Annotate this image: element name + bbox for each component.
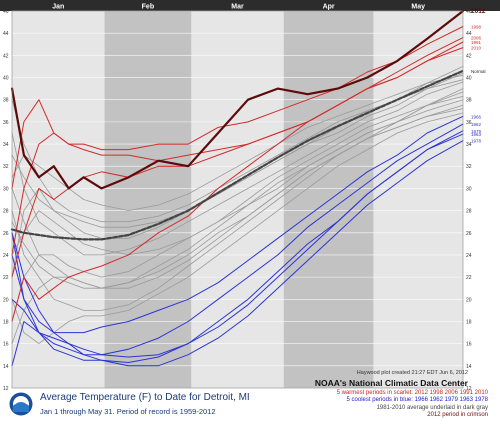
month-label-may: May [411,4,425,11]
y-tick-right-12: 12 [466,386,472,392]
y-tick-left-16: 16 [3,342,9,348]
y-tick-left-22: 22 [3,275,9,281]
end-label-2010: 2010 [471,46,482,51]
end-label-1998: 1998 [471,25,482,30]
month-header-bar [0,0,500,11]
y-tick-right-40: 40 [466,76,472,82]
end-label-1978: 1978 [471,139,482,144]
y-tick-left-46: 46 [3,9,9,15]
series-1978 [11,140,464,367]
y-tick-left-34: 34 [3,142,9,148]
series-normal [10,69,465,241]
y-tick-left-36: 36 [3,120,9,126]
series-other-22 [11,99,464,289]
y-tick-right-16: 16 [466,342,472,348]
legend-warm: 5 warmest periods in scarlet: 2012 1998 … [336,390,488,396]
y-tick-right-20: 20 [466,297,472,303]
end-label-1966: 1966 [471,114,482,119]
month-label-mar: Mar [231,4,244,11]
y-tick-left-26: 26 [3,231,9,237]
end-label-2006: 2006 [471,36,482,41]
end-label-1963: 1963 [471,132,482,137]
y-tick-left-12: 12 [3,386,9,392]
end-label-1991: 1991 [471,40,482,45]
y-tick-right-44: 44 [466,31,472,37]
y-tick-left-24: 24 [3,253,9,259]
legend-cool: 5 coolest periods in blue: 1966 1962 197… [346,397,488,404]
series-1963 [11,133,464,363]
chart-title: Average Temperature (F) to Date for Detr… [40,392,250,403]
y-tick-right-46: 46 [466,9,472,15]
y-tick-left-32: 32 [3,164,9,170]
y-tick-left-38: 38 [3,98,9,104]
series-1962 [11,123,464,367]
end-label-1979: 1979 [471,129,482,134]
y-tick-left-18: 18 [3,319,9,325]
y-tick-right-36: 36 [466,120,472,126]
series-other-13 [11,81,464,256]
legend-normal: 1981-2010 average underlaid in dark gray [376,404,488,411]
y-tick-right-28: 28 [466,209,472,215]
ncdc-credit: NOAA's National Climatic Data Center [314,378,468,388]
legend-2012: 2012 period in crimson [427,412,488,419]
chart-subtitle: Jan 1 through May 31. Period of record i… [40,407,216,416]
y-tick-right-38: 38 [466,98,472,104]
month-label-apr: Apr [323,4,335,11]
plot-credit: Haywood plot created 21:27 EDT Jun 6, 20… [356,370,468,376]
y-tick-right-18: 18 [466,319,472,325]
month-label-jan: Jan [52,4,64,11]
y-tick-left-28: 28 [3,209,9,215]
y-tick-left-40: 40 [3,76,9,82]
y-tick-left-44: 44 [3,31,9,37]
plot-area [12,11,463,388]
end-label-2012: 2012 [471,8,486,15]
month-label-feb: Feb [142,4,154,11]
y-tick-right-22: 22 [466,275,472,281]
y-tick-right-14: 14 [466,364,472,370]
y-tick-right-26: 26 [466,231,472,237]
series-2012 [10,9,465,190]
month-band-apr [283,11,374,388]
chart-legend: 5 warmest periods in scarlet: 2012 1998 … [337,390,488,420]
month-band-feb [104,11,192,388]
y-tick-right-30: 30 [466,186,472,192]
noaa-logo [9,392,33,416]
y-tick-left-14: 14 [3,364,9,370]
y-tick-right-24: 24 [466,253,472,259]
end-label-normal: Normal [471,69,486,74]
y-tick-left-42: 42 [3,53,9,59]
y-tick-left-30: 30 [3,186,9,192]
end-label-1962: 1962 [471,122,482,127]
y-tick-right-34: 34 [466,142,472,148]
plot-frame [11,10,464,389]
y-tick-left-20: 20 [3,297,9,303]
series-2010 [11,47,464,322]
y-tick-right-32: 32 [466,164,472,170]
y-tick-right-42: 42 [466,53,472,59]
series-other-21 [11,66,464,212]
